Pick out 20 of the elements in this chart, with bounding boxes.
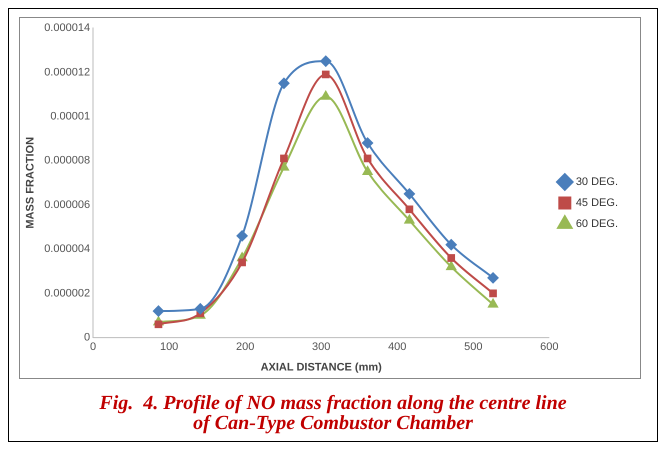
y-axis-title: MASS FRACTION bbox=[24, 136, 37, 229]
y-tick-label: 0.000006 bbox=[44, 198, 90, 211]
legend-label: 45 DEG. bbox=[576, 197, 618, 210]
x-tick-label: 400 bbox=[388, 341, 406, 354]
caption: Fig. 4. Profile of NO mass fraction along the centre line of Can-Type Combustor Chamber bbox=[98, 392, 568, 434]
x-tick-label: 100 bbox=[160, 341, 178, 354]
x-axis-title: AXIAL DISTANCE (mm) bbox=[260, 361, 382, 374]
y-tick-label: 0 bbox=[84, 332, 90, 344]
y-tick-label: 0.000012 bbox=[44, 66, 90, 78]
y-tick-label: 0.000014 bbox=[44, 22, 90, 34]
legend-label: 60 DEG. bbox=[576, 218, 618, 230]
x-tick-label: 300 bbox=[312, 341, 330, 354]
x-tick-label: 500 bbox=[464, 341, 482, 354]
x-tick-label: 200 bbox=[236, 341, 254, 354]
y-tick-label: 0.000008 bbox=[44, 154, 90, 167]
y-tick-label: 0.00001 bbox=[50, 110, 90, 122]
y-tick-label: 0.000002 bbox=[44, 287, 90, 300]
y-tick-label: 0.000004 bbox=[44, 243, 90, 256]
legend-label: 30 DEG. bbox=[576, 176, 618, 188]
x-tick-label: 600 bbox=[540, 341, 558, 354]
